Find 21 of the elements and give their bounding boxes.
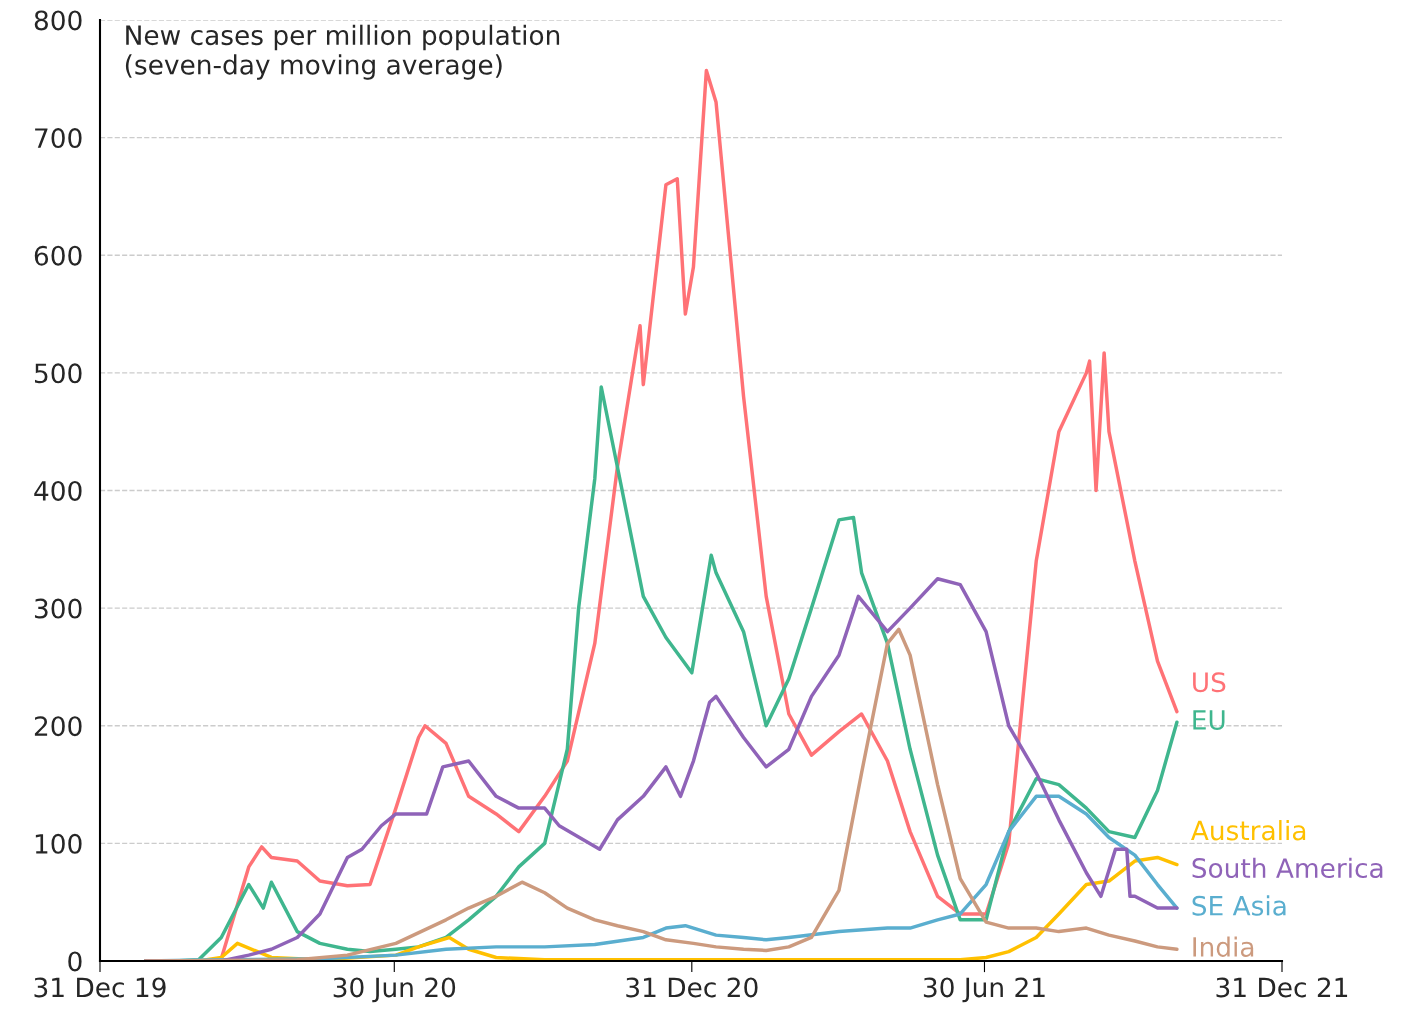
x-tick-label: 31 Dec 20 [626, 977, 758, 998]
series-label: Australia [1190, 820, 1306, 841]
series-label: US [1193, 672, 1226, 693]
y-tick-label: 700 [35, 128, 82, 149]
y-tick-label: 100 [35, 833, 82, 854]
y-tick-label: 500 [35, 363, 82, 384]
series-label: India [1193, 936, 1254, 957]
x-tick-label: 31 Dec 19 [34, 977, 166, 998]
series-label: SE Asia [1192, 895, 1286, 916]
x-tick-label: 30 Jun 21 [923, 977, 1045, 1003]
y-tick-label: 600 [34, 245, 82, 266]
y-tick-label: 300 [34, 598, 82, 619]
series-label: South America [1192, 857, 1383, 879]
y-tick-label: 200 [34, 716, 82, 737]
y-tick-label: 800 [34, 10, 82, 31]
x-tick-label: 31 Dec 21 [1216, 977, 1348, 998]
x-tick-label: 30 Jun 20 [333, 977, 456, 1003]
series-label: EU [1193, 710, 1225, 730]
text: New cases per million population (seven-day moving average) [125, 24, 560, 80]
y-tick-label: 400 [34, 480, 82, 501]
y-tick-label: 0 [68, 951, 82, 972]
